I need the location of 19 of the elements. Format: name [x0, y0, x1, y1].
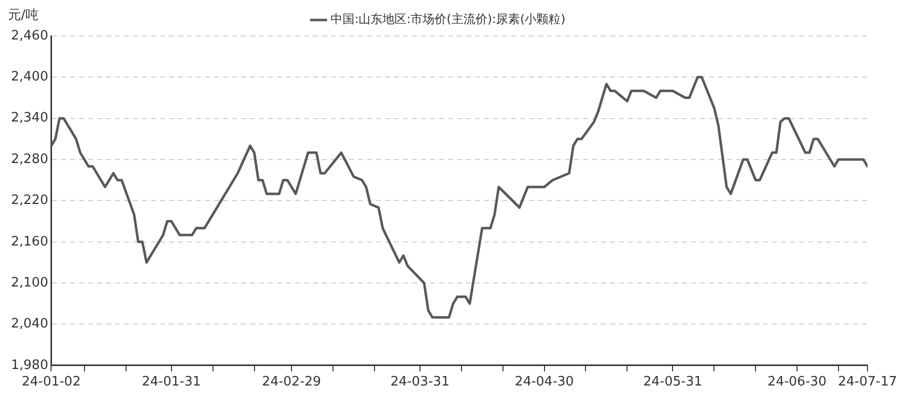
legend-label: 中国:山东地区:市场价(主流价):尿素(小颗粒) — [330, 12, 566, 26]
x-tick-label: 24-01-02 — [22, 374, 81, 390]
y-tick-label: 2,100 — [11, 275, 48, 290]
y-axis-title: 元/吨 — [8, 8, 38, 23]
x-tick-label: 24-03-31 — [390, 374, 450, 390]
x-tick-label: 24-02-29 — [262, 374, 322, 390]
y-tick-label: 2,160 — [11, 234, 48, 250]
y-tick-label: 1,980 — [11, 358, 48, 373]
x-tick-label: 24-05-31 — [643, 374, 702, 390]
x-tick-label: 24-01-31 — [142, 374, 201, 390]
y-tick-label: 2,280 — [11, 152, 48, 167]
x-tick-label: 24-06-30 — [768, 374, 827, 390]
y-tick-label: 2,340 — [11, 110, 48, 126]
x-tick-label: 24-04-30 — [514, 374, 574, 390]
y-tick-label: 2,220 — [11, 193, 48, 208]
y-tick-label: 2,400 — [11, 70, 48, 85]
y-tick-label: 2,040 — [11, 316, 48, 332]
x-tick-label: 24-07-17 — [838, 374, 898, 390]
y-tick-label: 2,460 — [11, 28, 48, 44]
